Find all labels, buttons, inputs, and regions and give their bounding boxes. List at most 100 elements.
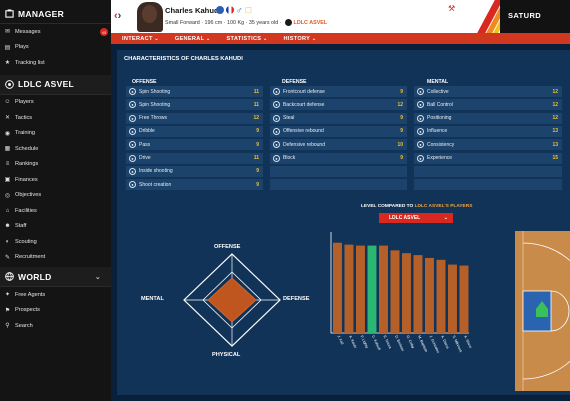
tab-statistics[interactable]: STATISTICS (227, 36, 268, 42)
wrench-icon[interactable]: ⚒ (448, 4, 456, 13)
compare-label: LEVEL COMPARED TO LDLC ASVEL'S PLAYERS (361, 204, 472, 209)
players-icon: ☺ (4, 99, 11, 106)
sidebar-item-tactics[interactable]: ✕ Tactics (0, 110, 111, 126)
attribute-label: Dribble (139, 128, 155, 135)
tab-bar: INTERACT GENERAL STATISTICS HISTORY (111, 33, 570, 44)
attribute-label: Offensive rebound (283, 128, 324, 135)
nav-arrows: ‹› (114, 10, 121, 22)
attribute-value: 15 (552, 155, 558, 161)
chart-axis (330, 232, 469, 334)
attribute-row-mental: ● Positioning 12 (414, 112, 562, 124)
attribute-icon: ● (129, 114, 136, 122)
bookmark-icon[interactable]: ☐ (244, 5, 252, 15)
sidebar-item-staff[interactable]: ☻ Staff (0, 219, 111, 235)
attribute-value: 12 (397, 101, 403, 108)
defense-header: DEFENSE (282, 79, 307, 85)
sidebar-item-finances[interactable]: ▣ Finances (0, 172, 111, 188)
rankings-icon: ≡ (5, 161, 10, 168)
sidebar-section-club[interactable]: LDLC ASVEL (0, 74, 111, 95)
attribute-icon: ● (273, 127, 280, 135)
comparison-bar-chart: J. Fall A. Kauto P. Lighty C. Kahudi E. Nour… (330, 232, 473, 354)
scouting-icon: ◐ (5, 238, 10, 245)
envelope-icon: ✉ (4, 29, 11, 36)
attribute-row-offense: ● Drive 11 (126, 152, 263, 164)
sidebar-item-label: Search (15, 322, 33, 329)
tactics-icon: ✕ (4, 115, 11, 122)
main-content: CHARACTERISTICS OF CHARLES KAHUDI OFFENS… (111, 44, 570, 401)
attribute-label: Influence (427, 128, 448, 135)
attribute-label: Free Throws (139, 115, 167, 122)
attribute-row-offense: ● Spin Shooting 11 (126, 99, 263, 111)
attribute-row-offense: ● Spin Shooting 11 (126, 86, 263, 97)
calendar-icon: ▦ (4, 146, 11, 153)
sidebar-section-label: WORLD (18, 271, 52, 282)
sidebar-item-rankings[interactable]: ≡ Rankings (0, 157, 111, 173)
attribute-icon: ● (417, 114, 424, 122)
attribute-value: 11 (253, 101, 259, 108)
sidebar-item-label: Objectives (15, 192, 42, 199)
court-three-point-line (522, 242, 570, 380)
attribute-icon: ● (129, 167, 136, 175)
sidebar-item-prospects[interactable]: ⚑ Prospects (0, 303, 111, 319)
sidebar-item-objectives[interactable]: ◎ Objectives (0, 188, 111, 204)
attribute-label: Frontcourt defense (283, 88, 325, 95)
sidebar-item-scouting[interactable]: ◐ Scouting (0, 234, 111, 250)
staff-icon: ☻ (4, 223, 11, 230)
previous-arrow-icon[interactable]: ‹ (114, 10, 118, 22)
attribute-row-defense: ● Steal 9 (270, 112, 407, 124)
player-club[interactable]: LDLC ASVEL (293, 19, 328, 26)
sidebar-item-free-agents[interactable]: ✦ Free Agents (0, 287, 111, 303)
radar-label-mental: MENTAL (141, 296, 164, 302)
recruitment-icon: ✎ (4, 254, 11, 261)
player-avatar (137, 2, 163, 32)
sidebar-item-tracking-list[interactable]: ★ Tracking list (0, 55, 111, 71)
chevron-down-icon[interactable]: ⌄ (94, 273, 101, 281)
attribute-row-empty (270, 165, 407, 177)
attribute-label: Backcourt defense (283, 101, 325, 108)
tab-interact[interactable]: INTERACT (122, 36, 159, 42)
next-arrow-icon[interactable]: › (117, 10, 122, 22)
objectives-icon: ◎ (4, 192, 11, 199)
attribute-value: 12 (552, 101, 558, 108)
sidebar-item-label: Plays (15, 44, 29, 51)
attribute-value: 9 (256, 128, 259, 135)
sidebar-item-search[interactable]: ⚲ Search (0, 318, 111, 334)
tab-general[interactable]: GENERAL (175, 36, 211, 42)
nationality-badge-icon (216, 6, 224, 14)
star-icon: ★ (4, 60, 11, 67)
sidebar-item-label: Recruitment (15, 254, 46, 261)
attribute-row-empty (270, 179, 407, 191)
tab-history[interactable]: HISTORY (284, 36, 317, 42)
sidebar-item-players[interactable]: ☺ Players (0, 95, 111, 111)
attribute-label: Experience (427, 155, 453, 161)
attribute-label: Inside shooting (139, 168, 173, 175)
attribute-row-mental: ● Ball Control 12 (414, 99, 562, 111)
sidebar-item-schedule[interactable]: ▦ Schedule (0, 141, 111, 157)
sidebar-item-facilities[interactable]: ⌂ Facilities (0, 203, 111, 219)
attribute-icon: ● (273, 88, 280, 95)
attribute-row-offense: ● Shoot creation 9 (126, 179, 263, 191)
attribute-value: 9 (256, 168, 259, 175)
attribute-icon: ● (273, 101, 280, 109)
club-select[interactable]: LDLC ASVEL ⌄ (379, 213, 453, 223)
sidebar-section-world[interactable]: WORLD ⌄ (0, 267, 111, 287)
messages-count-badge: 45 (100, 28, 108, 36)
chart-tick-label: S. Mikvicek (452, 335, 463, 353)
attribute-row-mental: ● Collective 12 (414, 86, 562, 97)
compare-label-prefix: LEVEL COMPARED TO (361, 204, 414, 209)
sidebar-item-training[interactable]: ◉ Training (0, 126, 111, 142)
attribute-value: 11 (253, 155, 259, 161)
chart-bar-m-baptiste (413, 255, 423, 333)
attribute-icon: ● (129, 127, 136, 135)
chart-tick-label: G. Colby (406, 335, 416, 350)
sidebar-item-messages[interactable]: ✉ Messages 45 (0, 24, 111, 40)
attribute-icon: ● (273, 114, 280, 122)
search-icon: ⚲ (5, 323, 10, 330)
sidebar-item-recruitment[interactable]: ✎ Recruitment (0, 250, 111, 266)
sidebar-item-plays[interactable]: ▤ Plays (0, 40, 111, 56)
attribute-icon: ● (129, 154, 136, 162)
attribute-icon: ● (417, 101, 424, 109)
chart-tick-label: J. Gonzalez (429, 335, 441, 354)
sidebar-section-manager[interactable]: MANAGER (0, 4, 111, 24)
